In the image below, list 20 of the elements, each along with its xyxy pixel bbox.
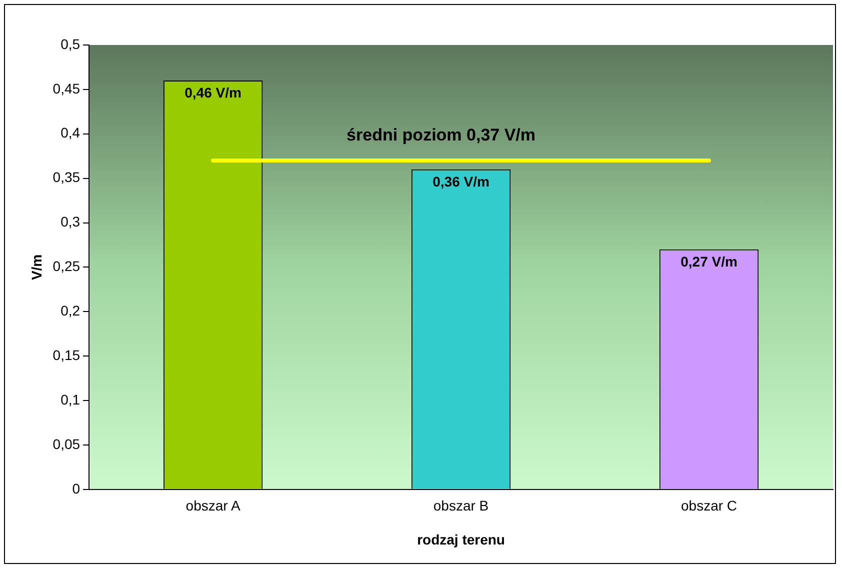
- y-tick-label: 0: [72, 480, 80, 496]
- y-tick-label: 0,4: [60, 124, 80, 141]
- data-label: 0,36 V/m: [432, 173, 490, 190]
- x-tick-label: obszar C: [680, 498, 738, 514]
- y-tick-label: 0,15: [52, 346, 80, 363]
- data-label: 0,27 V/m: [680, 253, 738, 270]
- y-tick-label: 0,3: [60, 214, 80, 230]
- y-tick-label: 0,05: [52, 436, 80, 452]
- x-tick-label: obszar B: [433, 498, 489, 514]
- y-tick-label: 0,45: [52, 80, 80, 96]
- ref-line-label: średni poziom 0,37 V/m: [346, 126, 536, 145]
- y-tick-label: 0,35: [52, 169, 80, 186]
- y-tick-label: 0,25: [52, 258, 80, 274]
- x-tick-label: obszar A: [186, 498, 241, 514]
- y-tick-label: 0,5: [60, 36, 80, 52]
- x-axis-title: rodzaj terenu: [417, 531, 505, 548]
- y-tick-label: 0,1: [60, 391, 80, 408]
- y-tick-label: 0,2: [60, 302, 80, 318]
- data-label: 0,46 V/m: [184, 84, 242, 100]
- y-axis-title: V/m: [28, 254, 44, 280]
